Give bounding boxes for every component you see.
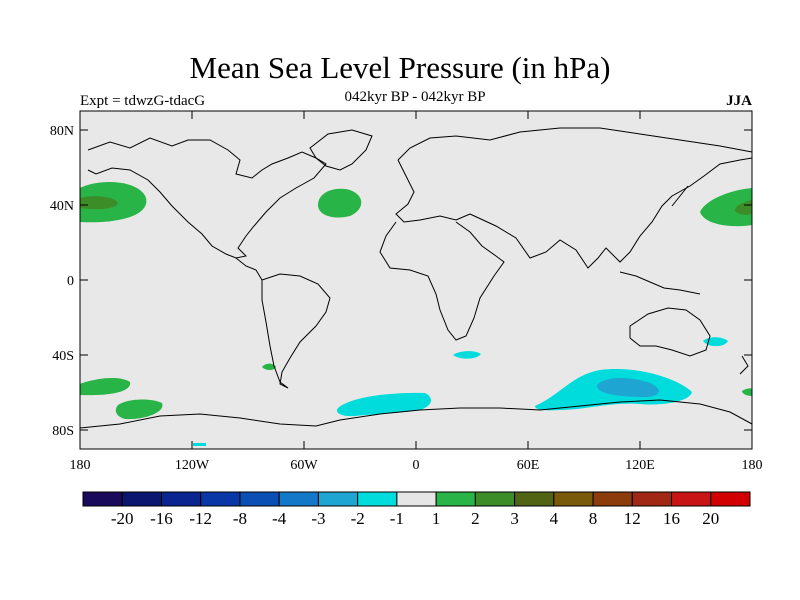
coast-australia [629, 307, 711, 357]
season-label: JJA [726, 93, 752, 109]
colorbar-box [592, 491, 633, 507]
colorbar-box [631, 491, 673, 507]
anomaly-north-pacific-core-west [80, 196, 118, 210]
coast-antarctica [79, 399, 753, 429]
coast-new-zealand [739, 355, 749, 375]
coast-japan [671, 185, 689, 207]
colorbar-box [435, 491, 476, 507]
colorbar-label: -1 [390, 509, 404, 528]
colorbar-box [239, 491, 280, 507]
colorbar-label: 8 [589, 509, 598, 528]
coast-south-america [261, 273, 331, 389]
coastlines [79, 127, 753, 429]
anomaly-north-atlantic [318, 188, 362, 218]
x-tick-label-0: 0 [413, 458, 420, 473]
anomaly-north-pacific-east [700, 188, 752, 227]
x-tick-label-180w: 180 [70, 458, 91, 473]
anomaly-indian-ocean-east [742, 388, 752, 396]
colorbar-label: 3 [510, 509, 519, 528]
coast-central-america [235, 257, 263, 281]
y-tick-label-80s: 80S [52, 424, 74, 439]
colorbar-label: -20 [111, 509, 134, 528]
colorbar-box [396, 491, 437, 507]
x-tick-label-120e: 120E [625, 458, 655, 473]
y-tick-label-40s: 40S [52, 349, 74, 364]
colorbar-box [553, 491, 594, 507]
colorbar-label: 4 [550, 509, 559, 528]
colorbar-label: 2 [471, 509, 480, 528]
coast-north-america [87, 137, 327, 259]
colorbar-box [474, 491, 516, 507]
colorbar-label: -16 [150, 509, 173, 528]
anomaly-south-pacific-2 [115, 399, 163, 420]
period-label: 042kyr BP - 042kyr BP [344, 89, 486, 105]
colorbar-label: -3 [311, 509, 325, 528]
anomaly-south-atlantic-small [453, 351, 481, 359]
x-tick-label-60w: 60W [290, 458, 318, 473]
anomaly-southern-indian-core [597, 377, 659, 398]
x-tick-label-180e: 180 [742, 458, 763, 473]
anomaly-antarctic-small [193, 443, 206, 446]
anomaly-southern-ocean-atlantic [336, 392, 432, 417]
x-tick-label-60e: 60E [517, 458, 540, 473]
coast-europe [395, 159, 471, 223]
colorbar-label: 16 [663, 509, 680, 528]
map-title: Mean Sea Level Pressure (in hPa) [189, 50, 611, 85]
colorbar-box [121, 491, 162, 507]
colorbar-label: 12 [624, 509, 641, 528]
anomaly-south-america-west [262, 363, 276, 370]
y-tick-label-0: 0 [67, 274, 74, 289]
coast-eurasia-north [397, 127, 753, 161]
anomaly-contours [80, 182, 752, 446]
x-axis [79, 111, 753, 449]
x-tick-label-120w: 120W [175, 458, 210, 473]
y-tick-label-40n: 40N [50, 199, 74, 214]
colorbar-box [82, 491, 123, 507]
colorbar-box [357, 491, 398, 507]
colorbar-box [317, 491, 359, 507]
anomaly-south-pacific-1 [80, 377, 131, 396]
coast-greenland [309, 129, 373, 171]
colorbar-label: 20 [702, 509, 719, 528]
colorbar-label: 1 [432, 509, 441, 528]
coast-asia-south [469, 157, 753, 269]
colorbar-box [278, 491, 319, 507]
colorbar-label: -4 [272, 509, 287, 528]
colorbar-box [710, 491, 751, 507]
colorbar-box [200, 491, 241, 507]
anomaly-north-pacific-core-east [734, 200, 752, 215]
y-tick-label-80n: 80N [50, 124, 74, 139]
experiment-label: Expt = tdwzG-tdacG [80, 93, 206, 109]
colorbar-label: -8 [233, 509, 247, 528]
coast-africa [379, 221, 505, 341]
y-axis [80, 129, 752, 431]
colorbar: -20 -16 -12 -8 -4 -3 -2 -1 1 2 3 4 8 12 16 20 [82, 491, 751, 528]
colorbar-box [671, 491, 712, 507]
colorbar-label: -2 [351, 509, 365, 528]
colorbar-box [514, 491, 555, 507]
colorbar-box [160, 491, 202, 507]
coast-indonesia [619, 271, 701, 295]
colorbar-label: -12 [189, 509, 212, 528]
